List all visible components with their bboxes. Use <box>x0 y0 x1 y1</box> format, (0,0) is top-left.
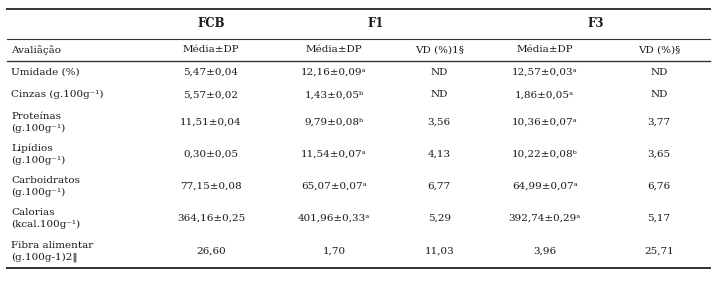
Text: 65,07±0,07ᵃ: 65,07±0,07ᵃ <box>301 182 367 191</box>
Text: 3,56: 3,56 <box>428 118 451 127</box>
Text: 5,47±0,04: 5,47±0,04 <box>184 68 239 77</box>
Text: Média±DP: Média±DP <box>305 45 362 54</box>
Text: Lipídios: Lipídios <box>11 143 53 153</box>
Text: Avaliãção: Avaliãção <box>11 45 62 55</box>
Text: 3,65: 3,65 <box>647 150 670 159</box>
Text: Média±DP: Média±DP <box>183 45 239 54</box>
Text: Umidade (%): Umidade (%) <box>11 68 80 77</box>
Text: Calorias: Calorias <box>11 208 55 217</box>
Text: VD (%)§: VD (%)§ <box>637 45 680 54</box>
Text: 1,43±0,05ᵇ: 1,43±0,05ᵇ <box>304 90 364 99</box>
Text: 364,16±0,25: 364,16±0,25 <box>177 214 245 223</box>
Text: 11,03: 11,03 <box>424 247 454 256</box>
Text: 5,57±0,02: 5,57±0,02 <box>184 90 239 99</box>
Text: ND: ND <box>650 90 668 99</box>
Text: 9,79±0,08ᵇ: 9,79±0,08ᵇ <box>304 118 364 127</box>
Text: 10,22±0,08ᵇ: 10,22±0,08ᵇ <box>512 150 578 159</box>
Text: 5,29: 5,29 <box>428 214 451 223</box>
Text: 0,30±0,05: 0,30±0,05 <box>184 150 239 159</box>
Text: (g.100g-1)2‖: (g.100g-1)2‖ <box>11 252 78 262</box>
Text: 401,96±0,33ᵃ: 401,96±0,33ᵃ <box>298 214 370 223</box>
Text: FCB: FCB <box>197 17 224 30</box>
Text: (kcal.100g⁻¹): (kcal.100g⁻¹) <box>11 220 80 229</box>
Text: F3: F3 <box>587 17 604 30</box>
Text: 6,76: 6,76 <box>647 182 670 191</box>
Text: 12,16±0,09ᵃ: 12,16±0,09ᵃ <box>301 68 367 77</box>
Text: ND: ND <box>650 68 668 77</box>
Text: ND: ND <box>431 68 448 77</box>
Text: (g.100g⁻¹): (g.100g⁻¹) <box>11 124 66 133</box>
Text: 64,99±0,07ᵃ: 64,99±0,07ᵃ <box>512 182 578 191</box>
Text: 392,74±0,29ᵃ: 392,74±0,29ᵃ <box>508 214 581 223</box>
Text: 6,77: 6,77 <box>428 182 451 191</box>
Text: 1,70: 1,70 <box>323 247 346 256</box>
Text: Proteínas: Proteínas <box>11 112 62 121</box>
Text: F1: F1 <box>368 17 384 30</box>
Text: 25,71: 25,71 <box>644 247 674 256</box>
Text: 5,17: 5,17 <box>647 214 670 223</box>
Text: 3,77: 3,77 <box>647 118 670 127</box>
Text: ND: ND <box>431 90 448 99</box>
Text: (g.100g⁻¹): (g.100g⁻¹) <box>11 188 66 197</box>
Text: Carboidratos: Carboidratos <box>11 176 80 185</box>
Text: Fibra alimentar: Fibra alimentar <box>11 241 94 250</box>
Text: (g.100g⁻¹): (g.100g⁻¹) <box>11 156 66 165</box>
Text: 1,86±0,05ᵃ: 1,86±0,05ᵃ <box>515 90 574 99</box>
Text: Média±DP: Média±DP <box>516 45 573 54</box>
Text: 4,13: 4,13 <box>428 150 451 159</box>
Text: 12,57±0,03ᵃ: 12,57±0,03ᵃ <box>512 68 578 77</box>
Text: 11,54±0,07ᵃ: 11,54±0,07ᵃ <box>301 150 367 159</box>
Text: 26,60: 26,60 <box>196 247 226 256</box>
Text: Cinzas (g.100g⁻¹): Cinzas (g.100g⁻¹) <box>11 90 104 99</box>
Text: 77,15±0,08: 77,15±0,08 <box>180 182 242 191</box>
Text: 10,36±0,07ᵃ: 10,36±0,07ᵃ <box>512 118 578 127</box>
Text: VD (%)1§: VD (%)1§ <box>415 45 464 54</box>
Text: 11,51±0,04: 11,51±0,04 <box>180 118 242 127</box>
Text: 3,96: 3,96 <box>533 247 556 256</box>
